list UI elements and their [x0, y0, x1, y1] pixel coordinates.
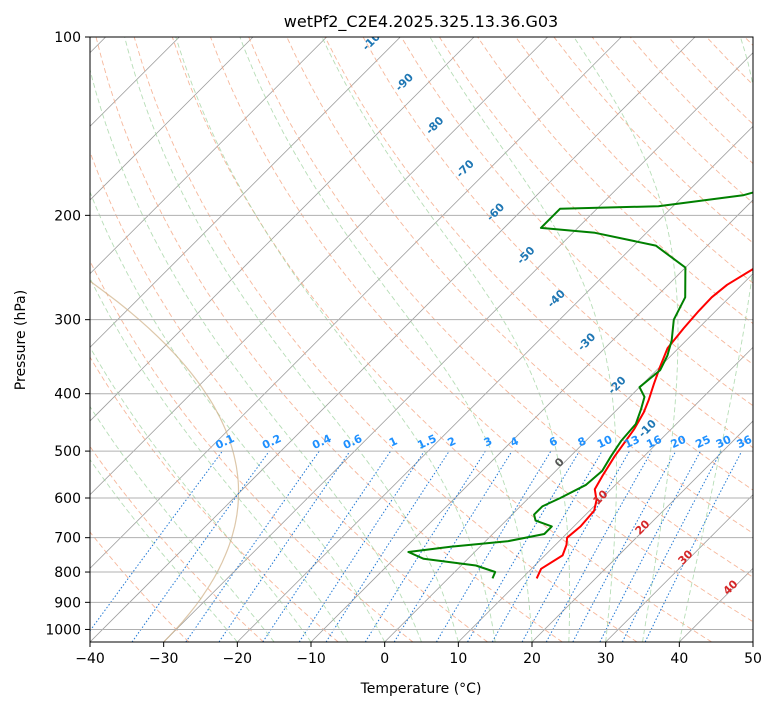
x-tick-label: −10	[296, 651, 326, 667]
y-tick-label: 500	[54, 444, 81, 460]
x-tick-label: −20	[223, 651, 253, 667]
x-axis-title: Temperature (°C)	[360, 681, 482, 697]
y-tick-label: 900	[54, 595, 81, 611]
x-tick-label: 10	[449, 651, 467, 667]
y-tick-label: 300	[54, 313, 81, 329]
chart-title: wetPf2_C2E4.2025.325.13.36.G03	[284, 12, 558, 32]
y-tick-label: 200	[54, 208, 81, 224]
y-tick-label: 600	[54, 491, 81, 507]
x-tick-label: −40	[75, 651, 105, 667]
x-tick-label: 0	[380, 651, 389, 667]
x-tick-label: 40	[670, 651, 688, 667]
y-tick-label: 800	[54, 565, 81, 581]
y-tick-label: 400	[54, 387, 81, 403]
x-tick-label: 20	[523, 651, 541, 667]
y-tick-label: 1000	[45, 622, 81, 638]
x-tick-label: 30	[597, 651, 615, 667]
x-tick-label: 50	[744, 651, 762, 667]
y-axis-title: Pressure (hPa)	[13, 290, 29, 390]
x-tick-label: −30	[149, 651, 179, 667]
y-tick-label: 100	[54, 30, 81, 46]
y-tick-label: 700	[54, 531, 81, 547]
